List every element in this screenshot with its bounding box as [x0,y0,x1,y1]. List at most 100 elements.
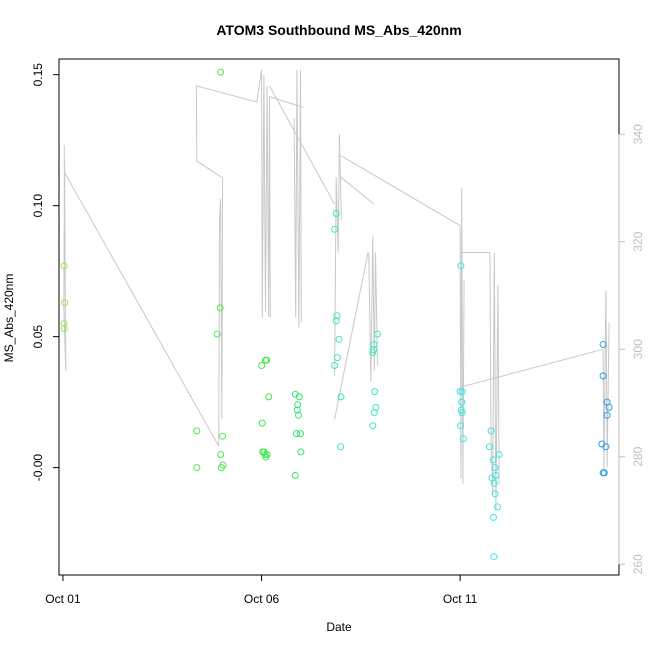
y-tick-label-0: -0.00 [31,454,45,482]
y-right-tick-label-2: 300 [631,339,645,359]
data-point-4-2 [333,312,341,320]
y-right-tick-label-3: 320 [631,231,645,251]
data-point-4-1 [331,225,339,233]
y-right-tick-label-4: 340 [631,124,645,144]
x-axis-label: Date [326,620,352,634]
data-point-6-18 [490,513,497,521]
data-point-2-4 [258,419,266,427]
data-point-1-2 [217,68,225,76]
data-point-6-8 [487,427,495,435]
data-point-6-12 [491,464,499,472]
data-point-4-7 [337,393,345,401]
data-point-6-3 [458,398,466,406]
data-point-0-0 [60,262,68,270]
data-point-5-4 [371,388,379,396]
y-axis-left: -0.00 0.05 0.10 0.15 [31,63,60,482]
data-point-3-2 [294,401,302,409]
data-point-0-1 [61,299,69,307]
data-point-7-1 [599,372,607,380]
data-point-6-19 [490,553,498,561]
data-point-3-7 [297,448,305,456]
data-point-2-2 [263,356,271,364]
data-point-5-1 [370,346,378,354]
data-point-5-7 [369,422,377,430]
data-point-3-1 [295,393,303,401]
data-point-7-8 [600,469,608,477]
data-point-3-4 [295,411,302,419]
data-point-4-3 [332,317,340,325]
secondary-line-7 [269,85,336,205]
data-point-1-6 [219,432,227,440]
data-point-1-1 [193,464,201,472]
data-point-4-5 [333,354,341,362]
secondary-line-5 [269,96,304,108]
y-right-tick-label-0: 260 [631,554,645,574]
x-tick-label-0: Oct 01 [45,592,81,606]
data-point-6-17 [494,503,501,511]
data-point-0-3 [60,325,68,333]
data-point-1-4 [213,330,221,338]
secondary-line-0 [63,144,67,371]
data-point-7-6 [602,443,610,451]
data-point-7-3 [605,403,613,411]
data-point-4-6 [331,362,339,369]
x-tick-label-1: Oct 06 [244,592,280,606]
data-point-1-3 [216,304,224,312]
scatter-points [60,68,613,561]
secondary-line-10 [334,252,369,420]
secondary-line-9 [340,176,375,205]
x-tick-label-2: Oct 11 [443,592,478,606]
secondary-line-4 [256,69,271,318]
data-point-3-6 [297,430,304,438]
data-point-3-8 [291,472,299,479]
y-tick-label-2: 0.10 [31,194,45,218]
data-point-2-3 [265,393,273,401]
data-point-6-15 [490,479,498,487]
secondary-line-8 [334,134,342,377]
secondary-line-6 [293,69,302,328]
secondary-line-17 [602,290,610,473]
data-point-0-2 [60,320,68,327]
secondary-line-2 [218,177,224,447]
data-point-6-7 [459,435,467,443]
data-point-4-0 [332,210,340,217]
data-point-6-1 [456,388,464,396]
data-point-6-6 [457,422,464,430]
data-point-6-11 [489,456,497,464]
data-point-5-6 [370,409,378,417]
data-point-7-4 [603,411,611,419]
data-point-5-3 [374,330,381,338]
data-point-6-9 [486,443,493,451]
data-point-1-8 [219,461,227,469]
y-right-tick-label-1: 280 [631,446,645,466]
data-point-3-5 [293,430,300,438]
y-tick-label-3: 0.15 [31,63,45,87]
data-point-1-5 [217,451,225,458]
data-point-6-0 [457,262,465,270]
chart-title: ATOM3 Southbound MS_Abs_420nm [216,22,461,38]
data-point-5-2 [370,341,378,348]
data-point-4-4 [335,335,343,343]
y-tick-label-1: 0.05 [31,325,45,349]
y-axis-label: MS_Abs_420nm [2,274,16,363]
x-axis: Oct 01 Oct 06 Oct 11 [45,574,478,606]
data-point-6-5 [457,406,465,414]
data-point-2-9 [263,451,271,458]
y-axis-right: 260 280 300 320 340 [618,124,645,574]
secondary-line-3 [195,85,257,178]
secondary-line-11 [368,236,378,382]
data-point-4-8 [337,443,345,451]
data-point-7-0 [599,341,607,348]
secondary-line-16 [461,348,604,388]
secondary-series-lines [63,69,610,511]
data-point-6-2 [458,388,466,396]
data-point-6-16 [491,490,499,498]
data-point-3-3 [293,406,301,414]
data-point-6-10 [495,451,503,458]
data-point-2-0 [258,362,266,369]
secondary-line-12 [340,155,461,227]
data-point-1-0 [193,427,201,435]
secondary-line-1 [63,171,220,447]
secondary-line-15 [489,252,500,511]
